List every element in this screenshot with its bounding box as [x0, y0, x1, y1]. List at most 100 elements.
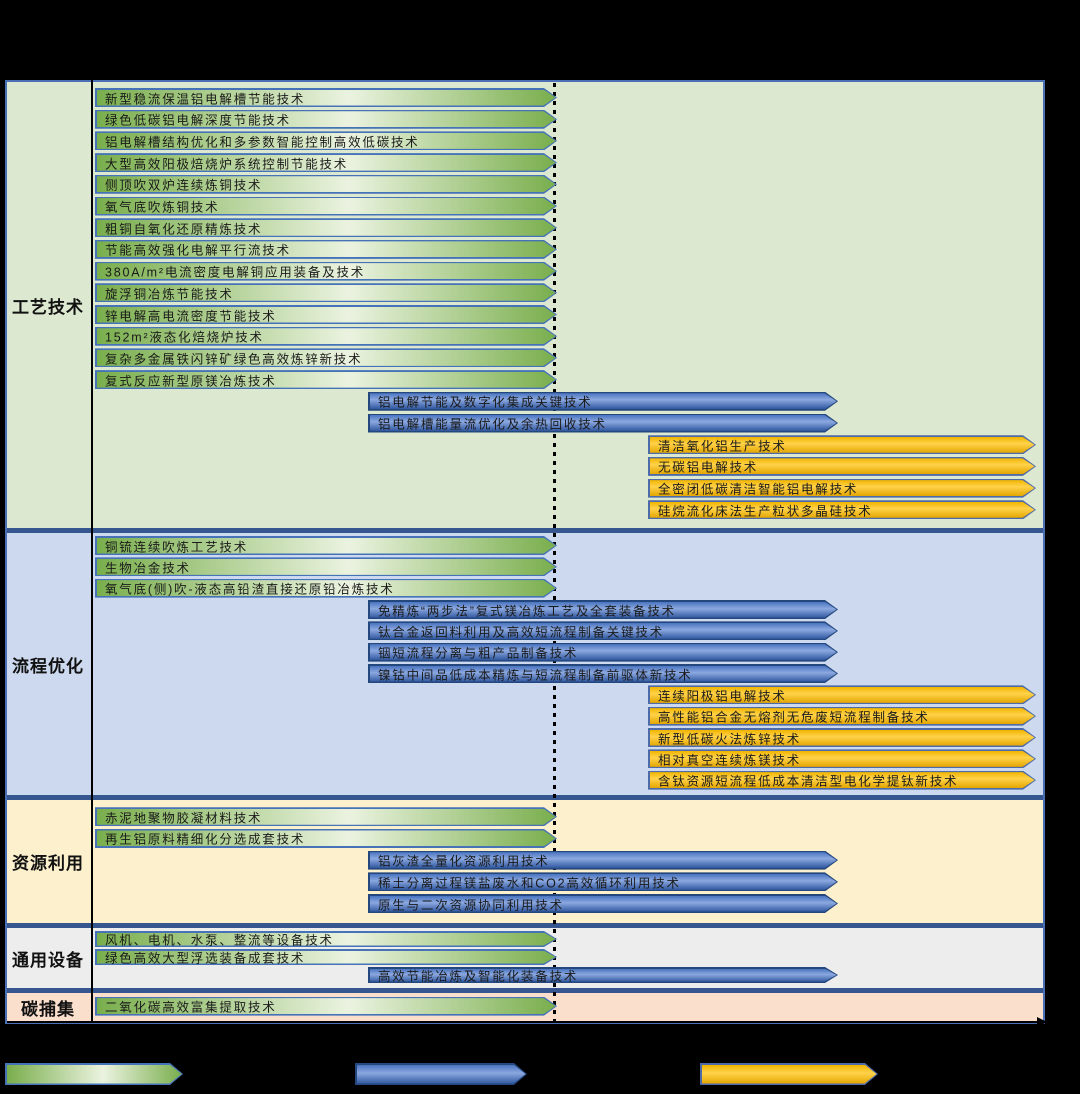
- arrow-shape-fill: [97, 90, 556, 106]
- tech-bar-label: 风机、电机、水泵、整流等设备技术: [105, 933, 334, 948]
- arrow-shape-fill: [97, 285, 556, 301]
- tech-bar: 铜锍连续吹炼工艺技术: [95, 536, 557, 555]
- tech-bar-label: 免精炼“两步法”复式镁冶炼工艺及全套装备技术: [378, 604, 676, 618]
- arrow-shape-fill: [370, 644, 837, 660]
- tech-bar-label: 绿色高效大型浮选装备成套技术: [105, 951, 306, 966]
- tech-bar-label: 粗铜自氧化还原精炼技术: [105, 222, 263, 237]
- tech-bar-label: 连续阳极铝电解技术: [658, 689, 787, 704]
- tech-bar-label: 锌电解高电流密度节能技术: [105, 309, 277, 323]
- arrow-shape-fill: [97, 198, 556, 214]
- y-axis-line: [91, 74, 93, 1022]
- arrow-shape-fill: [97, 220, 556, 236]
- arrow-shape-fill: [370, 623, 837, 639]
- tech-bar-label: 原生与二次资源协同利用技术: [378, 898, 564, 913]
- arrow-shape-fill: [97, 263, 556, 279]
- tech-bar-label: 节能高效强化电解平行流技术: [105, 243, 291, 258]
- arrow-shape-fill: [97, 538, 556, 554]
- tech-bar-label: 稀土分离过程镁盐废水和CO2高效循环利用技术: [378, 876, 681, 891]
- arrow-shape-fill: [370, 393, 837, 409]
- tech-bar: 侧顶吹双炉连续炼铜技术: [95, 175, 557, 194]
- tech-bar: 氧气底(侧)吹-液态高铅渣直接还原铅冶炼技术: [95, 579, 557, 598]
- tech-bar: 风机、电机、水泵、整流等设备技术: [95, 931, 557, 948]
- tech-bar: 稀土分离过程镁盐废水和CO2高效循环利用技术: [368, 872, 838, 891]
- arrow-shape-fill: [702, 1065, 877, 1084]
- tech-bar-label: 380A/m²电流密度电解铜应用装备及技术: [105, 265, 366, 280]
- arrow-shape-fill: [357, 1065, 526, 1084]
- tech-bar-label: 镍钴中间品低成本精炼与短流程制备前驱体新技术: [378, 668, 693, 682]
- tech-bar: 全密闭低碳清洁智能铝电解技术: [648, 479, 1036, 498]
- tech-bar-label: 高性能铝合金无熔剂无危废短流程制备技术: [658, 710, 930, 725]
- chart-panel: [5, 80, 1045, 1024]
- arrow-shape-fill: [650, 502, 1035, 518]
- tech-bar-label: 钛合金返回料利用及高效短流程制备关键技术: [378, 625, 665, 640]
- tech-bar-label: 铜锍连续吹炼工艺技术: [105, 540, 249, 554]
- tech-bar: 清洁氧化铝生产技术: [648, 435, 1036, 454]
- arrow-shape-fill: [650, 730, 1035, 746]
- tech-bar: 钛合金返回料利用及高效短流程制备关键技术: [368, 621, 838, 640]
- x-axis-arrow-icon: [1037, 1017, 1047, 1027]
- section-label-process-optimization: 流程优化: [12, 656, 84, 676]
- tech-bar-label: 清洁氧化铝生产技术: [658, 439, 787, 454]
- tech-bar: 绿色高效大型浮选装备成套技术: [95, 949, 557, 966]
- arrow-shape-fill: [650, 480, 1035, 496]
- tech-bar: 铝电解槽能量流优化及余热回收技术: [368, 414, 838, 433]
- tech-bar: 原生与二次资源协同利用技术: [368, 894, 838, 913]
- arrow-shape-fill: [650, 458, 1035, 474]
- tech-bar-label: 全密闭低碳清洁智能铝电解技术: [658, 482, 859, 497]
- tech-bar-label: 152m²液态化焙烧炉技术: [105, 330, 264, 345]
- tech-bar-label: 绿色低碳铝电解深度节能技术: [105, 113, 291, 128]
- tech-bar-label: 新型稳流保温铝电解槽节能技术: [105, 92, 306, 106]
- arrow-shape-fill: [97, 111, 556, 127]
- section-divider: [7, 988, 1043, 993]
- section-label-resource-utilization: 资源利用: [12, 854, 84, 873]
- tech-bar: 新型稳流保温铝电解槽节能技术: [95, 88, 557, 107]
- tech-bar: 新型低碳火法炼锌技术: [648, 728, 1036, 747]
- arrow-shape-fill: [370, 415, 837, 431]
- arrow-shape-fill: [97, 328, 556, 344]
- arrow-shape-fill: [370, 666, 837, 682]
- tech-bar: 铝灰渣全量化资源利用技术: [368, 851, 838, 870]
- tech-bar: 铝电解槽结构优化和多参数智能控制高效低碳技术: [95, 131, 557, 150]
- tech-bar-label: 无碳铝电解技术: [658, 460, 759, 475]
- arrow-shape-fill: [97, 951, 556, 964]
- tech-bar-label: 生物冶金技术: [105, 561, 191, 576]
- tech-bar: 铝电解节能及数字化集成关键技术: [368, 392, 838, 411]
- tech-bar-label: 新型低碳火法炼锌技术: [658, 732, 802, 746]
- tech-bar: 二氧化碳高效富集提取技术: [95, 997, 557, 1016]
- tech-bar: 节能高效强化电解平行流技术: [95, 240, 557, 259]
- arrow-shape-fill: [97, 176, 556, 192]
- arrow-shape-fill: [7, 1065, 182, 1084]
- tech-bar: 绿色低碳铝电解深度节能技术: [95, 110, 557, 129]
- tech-bar: 硅烷流化床法生产粒状多晶硅技术: [648, 500, 1036, 519]
- arrow-shape-fill: [370, 896, 837, 912]
- tech-bar: 铟短流程分离与粗产品制备技术: [368, 643, 838, 662]
- arrow-shape-fill: [370, 602, 837, 618]
- tech-bar-label: 铝电解槽结构优化和多参数智能控制高效低碳技术: [105, 135, 420, 150]
- tech-bar-label: 铟短流程分离与粗产品制备技术: [378, 646, 579, 661]
- section-label-general-equipment: 通用设备: [12, 950, 84, 970]
- arrow-shape-fill: [650, 751, 1035, 767]
- arrow-shape-fill: [97, 830, 556, 846]
- tech-bar: 无碳铝电解技术: [648, 457, 1036, 476]
- tech-bar-label: 铝灰渣全量化资源利用技术: [378, 854, 550, 869]
- tech-bar: 复杂多金属铁闪锌矿绿色高效炼锌新技术: [95, 348, 557, 367]
- tech-bar: 再生铝原料精细化分选成套技术: [95, 829, 557, 848]
- tech-bar: 相对真空连续炼镁技术: [648, 749, 1036, 768]
- section-divider: [7, 528, 1043, 533]
- tech-bar-label: 二氧化碳高效富集提取技术: [105, 1000, 277, 1015]
- tech-bar-label: 含钛资源短流程低成本清洁型电化学提钛新技术: [658, 774, 959, 789]
- tech-bar: 380A/m²电流密度电解铜应用装备及技术: [95, 262, 557, 281]
- tech-bar-label: 氧气底(侧)吹-液态高铅渣直接还原铅冶炼技术: [105, 582, 395, 597]
- arrow-shape-fill: [97, 350, 556, 366]
- arrow-shape-fill: [97, 372, 556, 388]
- tech-bar-label: 大型高效阳极焙烧炉系统控制节能技术: [105, 157, 349, 172]
- arrow-shape-fill: [650, 772, 1035, 788]
- tech-bar-label: 复式反应新型原镁冶炼技术: [105, 374, 277, 389]
- tech-bar: 旋浮铜冶炼节能技术: [95, 283, 557, 302]
- arrow-shape-fill: [97, 580, 556, 596]
- arrow-shape-fill: [650, 437, 1035, 453]
- arrow-shape-fill: [97, 809, 556, 825]
- legend-arrow-green: [5, 1063, 183, 1085]
- y-axis-arrow-icon: [87, 68, 97, 78]
